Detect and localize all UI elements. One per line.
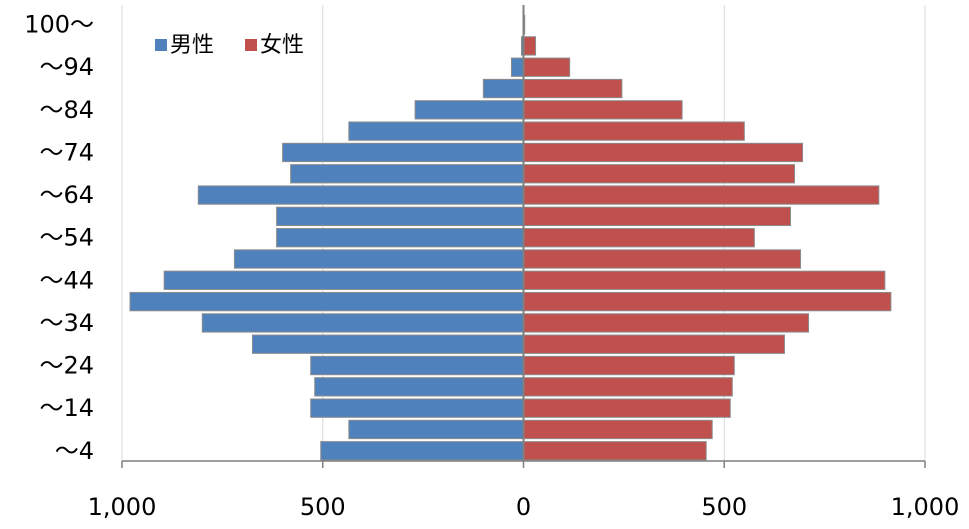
y-tick-label-9: ～94	[39, 53, 94, 81]
bar-male-60–64	[197, 185, 524, 205]
bar-female-90–94	[523, 57, 571, 77]
x-tick-label-2: 0	[516, 493, 531, 521]
bar-female-55–59	[523, 206, 791, 227]
y-tick-label-1: ～14	[39, 394, 94, 422]
bar-male-5–9	[348, 419, 524, 440]
bar-female-50–54	[523, 228, 755, 248]
bar-male-70–74	[282, 142, 524, 163]
bar-female-45–49	[523, 249, 802, 269]
y-tick-label-10: 100～	[24, 11, 94, 39]
tick-labels-group: 1,000 500 0 500 1,000 ～4 ～14 ～24 ～34 ～44 ～54 ～64 ～74…	[24, 11, 959, 521]
y-tick-label-8: ～84	[39, 96, 94, 124]
bar-female-25–29	[523, 334, 785, 354]
bar-male-85–89	[482, 78, 525, 99]
y-tick-label-0: ～4	[55, 437, 94, 465]
bar-male-15–19	[314, 377, 524, 397]
y-tick-label-5: ～54	[39, 224, 94, 252]
y-tick-label-6: ～64	[39, 181, 94, 209]
x-tick-label-0: 1,000	[88, 493, 157, 521]
bar-male-40–44	[163, 270, 524, 290]
legend: 男性 女性	[155, 33, 304, 58]
bar-female-95–99	[523, 36, 537, 56]
bar-male-65–69	[290, 164, 524, 184]
y-tick-label-4: ～44	[39, 266, 94, 294]
bar-female-60–64	[523, 185, 880, 205]
y-tick-label-3: ～34	[39, 309, 94, 337]
bar-female-75–79	[523, 121, 745, 141]
bar-female-85–89	[523, 78, 623, 99]
legend-swatch-1	[245, 39, 257, 51]
bar-male-10–14	[310, 398, 524, 418]
bar-male-30–34	[201, 313, 525, 333]
axes-group	[121, 5, 926, 468]
y-tick-label-7: ～74	[39, 138, 94, 166]
bar-female-0–4	[523, 441, 707, 461]
bar-female-40–44	[523, 270, 886, 290]
bar-female-65–69	[523, 164, 796, 184]
bar-male-25–29	[251, 334, 525, 354]
bar-male-80–84	[414, 100, 524, 120]
bar-female-5–9	[523, 419, 713, 440]
bar-male-50–54	[276, 228, 525, 248]
bar-male-55–59	[276, 206, 525, 227]
bar-female-30–34	[523, 313, 810, 333]
bar-male-35–39	[129, 291, 524, 312]
bar-male-75–79	[348, 121, 524, 141]
bar-female-15–19	[523, 377, 733, 397]
legend-label-0: 男性	[170, 33, 214, 58]
x-tick-label-3: 500	[701, 493, 747, 521]
bar-female-70–74	[523, 142, 804, 163]
legend-swatch-0	[155, 39, 167, 51]
bar-male-0–4	[320, 441, 524, 461]
bar-male-20–24	[310, 355, 524, 376]
bar-female-80–84	[523, 100, 683, 120]
legend-label-1: 女性	[260, 33, 304, 58]
bar-female-10–14	[523, 398, 731, 418]
bar-male-90–94	[510, 57, 524, 77]
bar-female-20–24	[523, 355, 735, 376]
y-tick-label-2: ～24	[39, 352, 94, 380]
bar-female-35–39	[523, 291, 892, 312]
x-tick-label-1: 500	[300, 493, 346, 521]
x-tick-label-4: 1,000	[891, 493, 960, 521]
bars-group	[129, 14, 892, 461]
bar-male-45–49	[233, 249, 524, 269]
